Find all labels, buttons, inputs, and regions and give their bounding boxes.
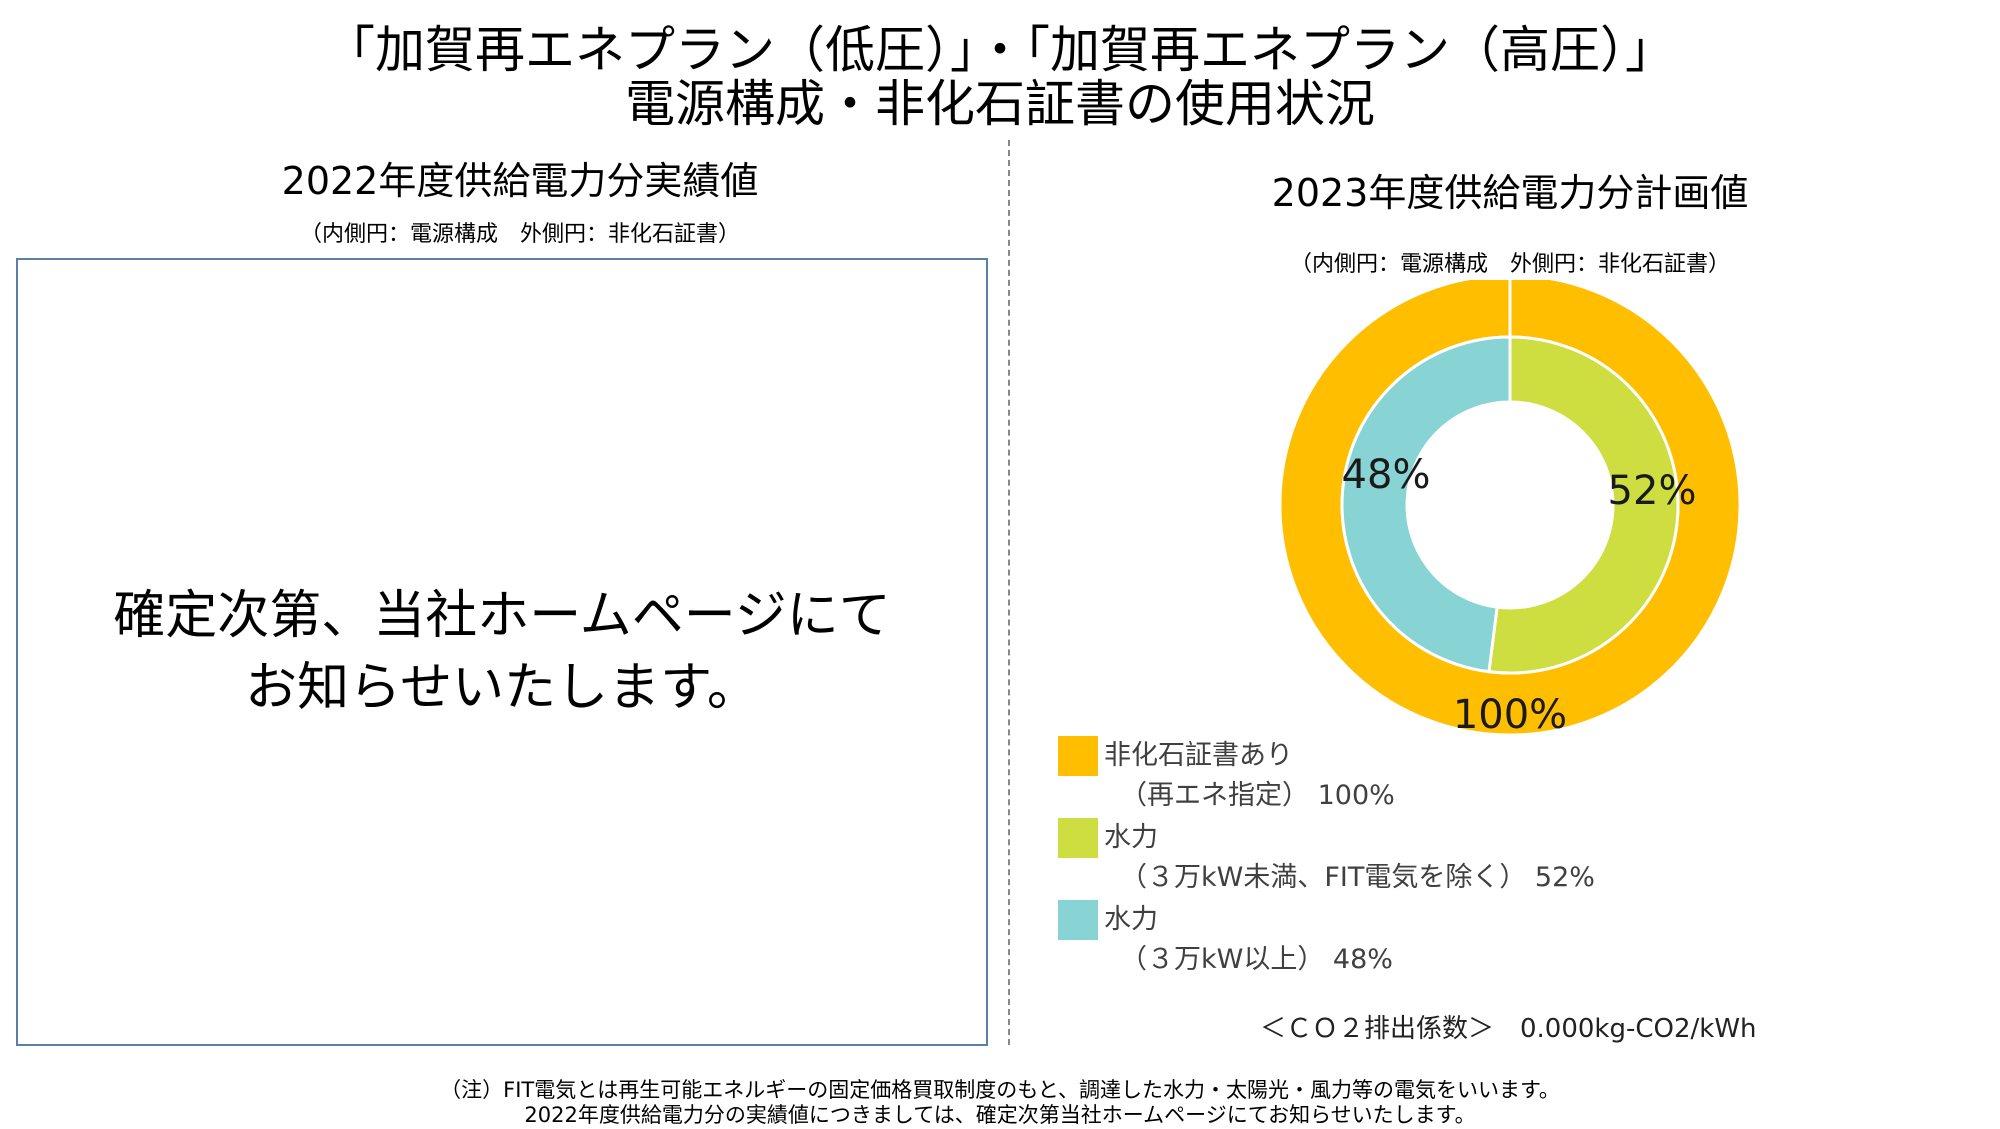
left-section-title: 2022年度供給電力分実績値 xyxy=(281,159,759,203)
data-label-inner-1: 48% xyxy=(1342,452,1431,498)
data-label-outer-0: 100% xyxy=(1453,692,1567,738)
footnote-line2: 2022年度供給電力分の実績値につきましては、確定次第当社ホームページにてお知ら… xyxy=(524,1103,1476,1127)
left-section-subtitle: （内側円：電源構成 外側円：非化石証書） xyxy=(299,222,740,247)
legend-detail: （再エネ指定） 100% xyxy=(1120,780,1395,811)
legend-detail: （３万kW未満、FIT電気を除く） 52% xyxy=(1120,862,1595,893)
legend-swatch-hydro-small xyxy=(1058,818,1098,858)
pending-message-line2: お知らせいたします。 xyxy=(245,658,759,718)
page-title-line1: 「加賀再エネプラン（低圧）」・「加賀再エネプラン（高圧）」 xyxy=(325,21,1675,79)
page-title-line2: 電源構成・非化石証書の使用状況 xyxy=(625,75,1375,133)
legend-detail: （３万kW以上） 48% xyxy=(1120,944,1393,975)
slice-inner-0 xyxy=(1487,335,1680,675)
legend-label: 水力 xyxy=(1104,822,1158,853)
co2-emission-factor: ＜ＣＯ２排出係数＞ 0.000kg-CO2/kWh xyxy=(1260,1014,1757,1044)
legend-swatch-non-fossil xyxy=(1058,736,1098,776)
slice-inner-1 xyxy=(1340,335,1512,674)
right-section-subtitle: （内側円：電源構成 外側円：非化石証書） xyxy=(1289,252,1730,277)
section-divider xyxy=(1008,140,1010,1045)
data-label-inner-0: 52% xyxy=(1608,468,1697,514)
pending-results-box: 確定次第、当社ホームページにて お知らせいたします。 xyxy=(16,258,988,1046)
legend-swatch-hydro-large xyxy=(1058,900,1098,940)
donut-chart: 100% 52% 48% xyxy=(1278,280,1742,738)
right-section-title: 2023年度供給電力分計画値 xyxy=(1271,171,1749,215)
legend-label: 非化石証書あり xyxy=(1104,740,1293,771)
legend-label: 水力 xyxy=(1104,904,1158,935)
footnote-line1: （注）FIT電気とは再生可能エネルギーの固定価格買取制度のもと、調達した水力・太… xyxy=(440,1078,1560,1102)
pending-message: 確定次第、当社ホームページにて お知らせいたします。 xyxy=(52,580,952,724)
pending-message-line1: 確定次第、当社ホームページにて xyxy=(113,586,891,646)
